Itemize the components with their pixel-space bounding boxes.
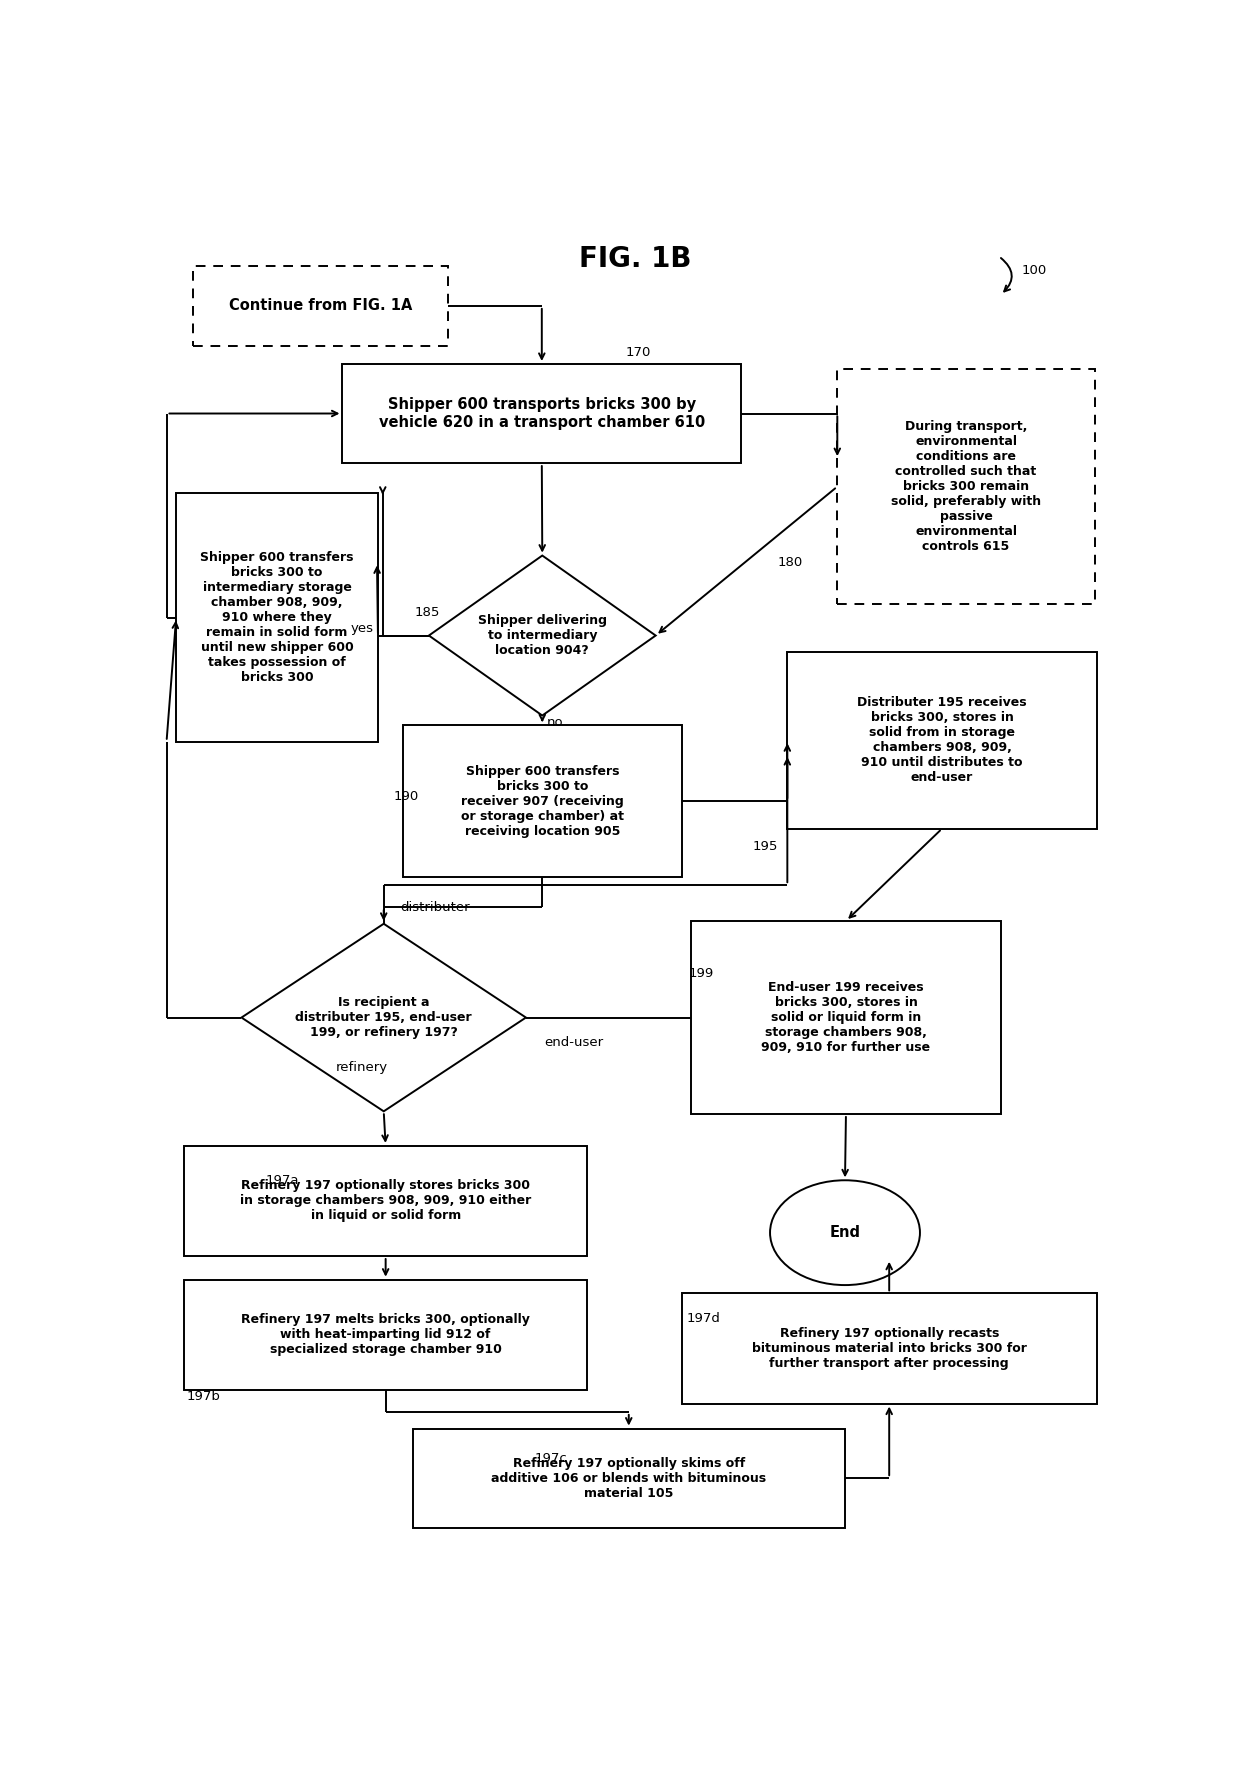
- Text: Refinery 197 optionally stores bricks 300
in storage chambers 908, 909, 910 eith: Refinery 197 optionally stores bricks 30…: [241, 1180, 531, 1223]
- Text: Shipper delivering
to intermediary
location 904?: Shipper delivering to intermediary locat…: [477, 614, 606, 657]
- Bar: [184, 1279, 588, 1390]
- Text: 100: 100: [1022, 263, 1047, 276]
- Text: Shipper 600 transports bricks 300 by
vehicle 620 in a transport chamber 610: Shipper 600 transports bricks 300 by veh…: [378, 398, 704, 430]
- Text: 190: 190: [393, 790, 419, 804]
- Bar: [682, 1293, 1096, 1404]
- Text: 197d: 197d: [687, 1311, 720, 1325]
- Ellipse shape: [770, 1180, 920, 1286]
- Text: refinery: refinery: [336, 1060, 388, 1073]
- Text: distributer: distributer: [401, 901, 470, 913]
- Text: End-user 199 receives
bricks 300, stores in
solid or liquid form in
storage cham: End-user 199 receives bricks 300, stores…: [761, 981, 930, 1055]
- Text: During transport,
environmental
conditions are
controlled such that
bricks 300 r: During transport, environmental conditio…: [892, 421, 1042, 553]
- Text: Refinery 197 optionally recasts
bituminous material into bricks 300 for
further : Refinery 197 optionally recasts bitumino…: [751, 1327, 1027, 1370]
- Text: no: no: [547, 716, 564, 729]
- Text: End: End: [830, 1225, 861, 1239]
- Text: end-user: end-user: [544, 1035, 604, 1050]
- Text: 197b: 197b: [187, 1390, 221, 1404]
- Bar: [691, 921, 1001, 1114]
- Text: 170: 170: [626, 346, 651, 360]
- Text: Is recipient a
distributer 195, end-user
199, or refinery 197?: Is recipient a distributer 195, end-user…: [295, 996, 472, 1039]
- Text: FIG. 1B: FIG. 1B: [579, 245, 692, 272]
- Text: 199: 199: [688, 967, 713, 980]
- Text: Refinery 197 melts bricks 300, optionally
with heat-imparting lid 912 of
special: Refinery 197 melts bricks 300, optionall…: [242, 1313, 529, 1356]
- Text: 195: 195: [753, 840, 779, 853]
- Text: 185: 185: [414, 605, 440, 618]
- Text: yes: yes: [351, 621, 374, 636]
- Text: 197a: 197a: [265, 1173, 299, 1187]
- Text: Distributer 195 receives
bricks 300, stores in
solid from in storage
chambers 90: Distributer 195 receives bricks 300, sto…: [857, 697, 1027, 784]
- Text: Continue from FIG. 1A: Continue from FIG. 1A: [229, 299, 413, 313]
- Text: Shipper 600 transfers
bricks 300 to
intermediary storage
chamber 908, 909,
910 w: Shipper 600 transfers bricks 300 to inte…: [201, 552, 353, 684]
- Bar: [342, 364, 742, 464]
- Text: Shipper 600 transfers
bricks 300 to
receiver 907 (receiving
or storage chamber) : Shipper 600 transfers bricks 300 to rece…: [461, 765, 624, 838]
- Text: 180: 180: [777, 555, 804, 570]
- Bar: [403, 725, 682, 878]
- Bar: [176, 494, 378, 741]
- Bar: [413, 1429, 844, 1528]
- Bar: [787, 652, 1096, 829]
- Bar: [837, 369, 1095, 604]
- Text: 197c: 197c: [534, 1453, 568, 1465]
- Bar: [184, 1146, 588, 1255]
- Bar: [193, 265, 448, 346]
- Polygon shape: [242, 924, 526, 1110]
- Text: Refinery 197 optionally skims off
additive 106 or blends with bituminous
materia: Refinery 197 optionally skims off additi…: [491, 1456, 766, 1499]
- Polygon shape: [429, 555, 656, 716]
